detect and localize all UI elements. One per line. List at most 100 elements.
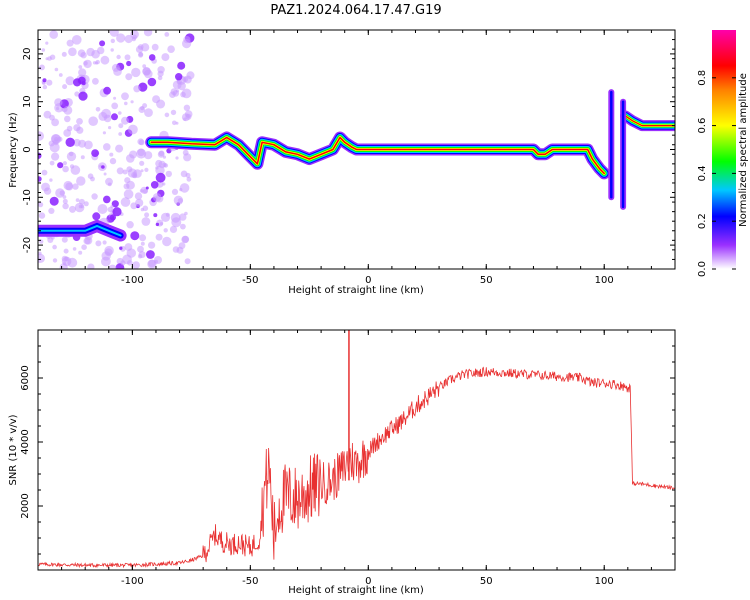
noise-blob: [78, 91, 88, 101]
noise-blob: [95, 59, 100, 65]
noise-blob: [148, 241, 156, 249]
snr-y-label: SNR (10 * v/v): [8, 414, 19, 485]
x-tick-label: 50: [480, 576, 493, 587]
noise-blob: [144, 69, 153, 79]
noise-blob: [113, 96, 117, 100]
x-tick-label: -100: [121, 275, 144, 286]
noise-blob: [126, 180, 135, 190]
noise-blob: [46, 79, 53, 86]
y-tick-label: 20: [22, 48, 33, 61]
x-tick-label: 100: [595, 576, 614, 587]
noise-blob: [118, 123, 124, 129]
noise-blob: [95, 107, 101, 112]
noise-blob: [100, 55, 110, 65]
noise-blob: [63, 248, 69, 254]
noise-blob: [38, 212, 46, 219]
noise-blob: [121, 116, 129, 125]
noise-blob: [74, 91, 80, 97]
noise-blob: [169, 225, 178, 233]
noise-blob: [111, 63, 120, 72]
noise-blob: [62, 84, 68, 90]
noise-blob: [45, 41, 49, 45]
noise-blob: [184, 211, 188, 216]
noise-blob: [162, 155, 166, 159]
noise-blob: [138, 106, 146, 113]
noise-blob: [81, 244, 87, 250]
y-tick-label: -10: [22, 189, 33, 205]
snr-frame: [37, 329, 676, 571]
noise-blob: [47, 237, 54, 243]
noise-blob: [138, 82, 148, 92]
noise-blob: [118, 111, 122, 115]
noise-blob: [109, 152, 114, 157]
noise-blob: [78, 250, 83, 255]
noise-blob: [42, 78, 47, 83]
y-tick-label: 6000: [20, 365, 31, 390]
noise-blob: [145, 186, 149, 190]
noise-blob: [81, 81, 86, 86]
noise-blob: [57, 162, 64, 169]
noise-blob: [126, 60, 132, 67]
noise-blob: [146, 250, 155, 259]
noise-blob: [49, 30, 58, 39]
snr-plot-area: [38, 330, 675, 569]
noise-blob: [180, 91, 186, 98]
noise-blob: [52, 244, 57, 250]
noise-blob: [78, 68, 87, 77]
noise-blob: [152, 193, 162, 202]
noise-blob: [139, 160, 145, 166]
spectrogram-x-ticks: -100 -50 0 50 100: [37, 30, 676, 286]
noise-blob: [135, 45, 144, 54]
noise-blob: [42, 84, 48, 90]
noise-blob: [175, 73, 183, 81]
noise-blob: [66, 125, 73, 132]
noise-blob: [183, 117, 187, 121]
noise-blob: [131, 37, 136, 42]
noise-blob: [116, 167, 124, 175]
noise-blob: [88, 116, 98, 126]
noise-blob: [144, 108, 153, 117]
noise-blob: [107, 182, 112, 187]
noise-blob: [126, 154, 135, 163]
colorbar: 0.0 0.2 0.4 0.6 0.8 Normalized spectral ampl…: [697, 30, 749, 277]
noise-blob: [111, 113, 118, 121]
colorbar-label: Normalized spectral amplitude: [738, 73, 749, 227]
noise-blob: [160, 212, 171, 222]
noise-blob: [116, 54, 121, 60]
noise-blob: [120, 260, 126, 266]
x-tick-label: -50: [242, 576, 258, 587]
noise-blob: [48, 207, 55, 214]
x-tick-label: -100: [121, 576, 144, 587]
x-tick-label: -50: [242, 275, 258, 286]
noise-blob: [155, 165, 165, 175]
noise-blob: [171, 188, 179, 195]
noise-blob: [108, 126, 112, 130]
noise-blob: [124, 101, 128, 106]
noise-blob: [126, 248, 136, 258]
noise-blob: [147, 77, 157, 87]
noise-blob: [155, 233, 163, 241]
noise-blob: [181, 235, 189, 244]
noise-blob: [62, 161, 67, 166]
spectrogram-y-ticks: -20 -10 0 10 20: [22, 29, 675, 270]
noise-blob: [140, 169, 144, 173]
noise-blob: [185, 172, 191, 178]
noise-blob: [68, 47, 77, 57]
noise-blob: [163, 228, 168, 233]
noise-blob: [54, 98, 63, 107]
spectrogram-plot-area: [38, 30, 675, 269]
noise-blob: [54, 67, 59, 72]
noise-blob: [72, 183, 79, 190]
noise-blob: [179, 213, 187, 221]
noise-blob: [124, 54, 131, 61]
noise-blob: [119, 246, 123, 250]
colorbar-tick-label: 0.0: [697, 261, 708, 277]
noise-blob: [130, 231, 140, 241]
colorbar-gradient: [712, 30, 736, 269]
noise-blob: [182, 76, 189, 83]
noise-blob: [49, 178, 53, 182]
noise-blob: [137, 245, 144, 253]
noise-blob: [182, 149, 189, 156]
noise-blob: [92, 61, 97, 65]
noise-blob: [111, 200, 119, 208]
